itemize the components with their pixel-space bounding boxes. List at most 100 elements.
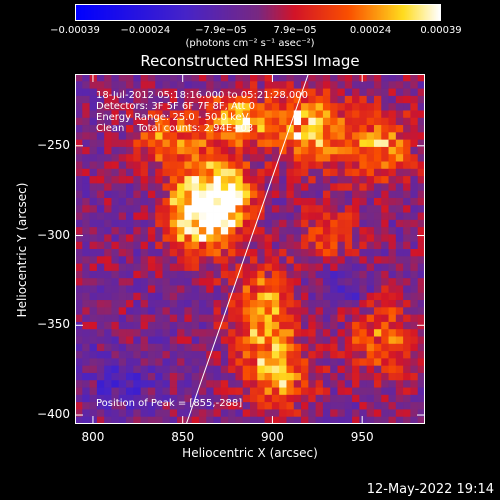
heatmap-cell xyxy=(279,139,287,148)
heatmap-cell xyxy=(293,307,302,316)
heatmap-cell xyxy=(235,146,244,155)
heatmap-cell xyxy=(330,270,338,279)
heatmap-cell xyxy=(235,74,244,82)
heatmap-cell xyxy=(395,365,404,374)
heatmap-cell xyxy=(293,351,302,359)
heatmap-cell xyxy=(403,88,411,97)
heatmap-cell xyxy=(169,394,178,403)
heatmap-cell xyxy=(301,300,309,308)
heatmap-cell xyxy=(330,88,338,97)
heatmap-cell xyxy=(155,321,163,330)
heatmap-cell xyxy=(184,146,193,155)
heatmap-cell xyxy=(242,95,251,104)
heatmap-cell xyxy=(177,263,185,272)
colorbar-tick-label: −7.9e−05 xyxy=(195,25,247,36)
heatmap-cell xyxy=(155,81,163,89)
heatmap-cell xyxy=(169,292,178,301)
heatmap-cell xyxy=(89,197,98,206)
heatmap-cell xyxy=(235,416,244,424)
heatmap-cell xyxy=(373,132,382,141)
heatmap-cell xyxy=(169,168,178,177)
heatmap-cell xyxy=(184,358,193,367)
heatmap-cell xyxy=(381,336,389,345)
heatmap-cell xyxy=(271,416,280,424)
heatmap-cell xyxy=(184,329,193,337)
heatmap-cell xyxy=(140,197,149,206)
heatmap-cell xyxy=(82,256,90,264)
heatmap-cell xyxy=(359,343,368,352)
heatmap-cell xyxy=(330,219,338,228)
heatmap-cell xyxy=(308,263,317,272)
heatmap-cell xyxy=(133,161,142,170)
heatmap-cell xyxy=(301,387,309,396)
heatmap-cell xyxy=(184,343,193,352)
heatmap-cell xyxy=(308,205,317,213)
heatmap-cell xyxy=(82,321,90,330)
heatmap-cell xyxy=(264,249,273,257)
heatmap-cell xyxy=(89,307,98,316)
heatmap-cell xyxy=(89,402,98,410)
heatmap-cell xyxy=(228,314,236,323)
heatmap-cell xyxy=(337,270,346,279)
heatmap-cell xyxy=(388,285,397,294)
heatmap-cell xyxy=(75,219,83,228)
heatmap-cell xyxy=(301,183,309,192)
heatmap-cell xyxy=(293,168,302,177)
heatmap-cell xyxy=(373,205,382,213)
heatmap-cell xyxy=(250,358,258,367)
heatmap-cell xyxy=(82,336,90,345)
heatmap-cell xyxy=(235,343,244,352)
heatmap-cell xyxy=(242,292,251,301)
heatmap-cell xyxy=(322,300,331,308)
heatmap-cell xyxy=(359,249,368,257)
heatmap-cell xyxy=(322,234,331,243)
heatmap-cell xyxy=(330,263,338,272)
heatmap-cell xyxy=(133,81,142,89)
heatmap-cell xyxy=(111,285,120,294)
heatmap-cell xyxy=(359,227,368,235)
heatmap-cell xyxy=(257,110,265,119)
heatmap-cell xyxy=(228,219,236,228)
heatmap-cell xyxy=(220,336,229,345)
heatmap-cell xyxy=(308,241,317,250)
heatmap-cell xyxy=(271,132,280,141)
heatmap-cell xyxy=(373,292,382,301)
heatmap-cell xyxy=(352,278,360,286)
y-axis-label: Heliocentric Y (arcsec) xyxy=(15,182,29,318)
heatmap-cell xyxy=(286,212,295,221)
heatmap-cell xyxy=(213,125,222,133)
heatmap-cell xyxy=(213,74,222,82)
heatmap-cell xyxy=(228,365,236,374)
heatmap-cell xyxy=(410,125,419,133)
heatmap-cell xyxy=(126,117,134,126)
heatmap-cell xyxy=(308,125,317,133)
heatmap-cell xyxy=(257,314,265,323)
heatmap-cell xyxy=(337,88,346,97)
heatmap-cell xyxy=(322,132,331,141)
heatmap-cell xyxy=(169,351,178,359)
heatmap-cell xyxy=(403,256,411,264)
heatmap-cell xyxy=(198,380,207,388)
heatmap-cell xyxy=(330,197,338,206)
heatmap-cell xyxy=(352,81,360,89)
heatmap-cell xyxy=(271,249,280,257)
heatmap-cell xyxy=(111,110,120,119)
heatmap-cell xyxy=(403,402,411,410)
heatmap-cell xyxy=(286,321,295,330)
heatmap-cell xyxy=(198,176,207,184)
annotation-detectors: Detectors: 3F 5F 6F 7F 8F, Att 0 xyxy=(96,101,256,112)
heatmap-cell xyxy=(198,387,207,396)
heatmap-cell xyxy=(206,263,214,272)
heatmap-cell xyxy=(82,95,90,104)
heatmap-cell xyxy=(250,205,258,213)
heatmap-cell xyxy=(126,292,134,301)
heatmap-cell xyxy=(352,372,360,381)
heatmap-cell xyxy=(191,387,200,396)
heatmap-cell xyxy=(250,409,258,418)
heatmap-cell xyxy=(198,168,207,177)
heatmap-cell xyxy=(191,74,200,82)
heatmap-cell xyxy=(279,183,287,192)
heatmap-cell xyxy=(147,278,156,286)
heatmap-cell xyxy=(162,300,171,308)
heatmap-cell xyxy=(301,103,309,111)
